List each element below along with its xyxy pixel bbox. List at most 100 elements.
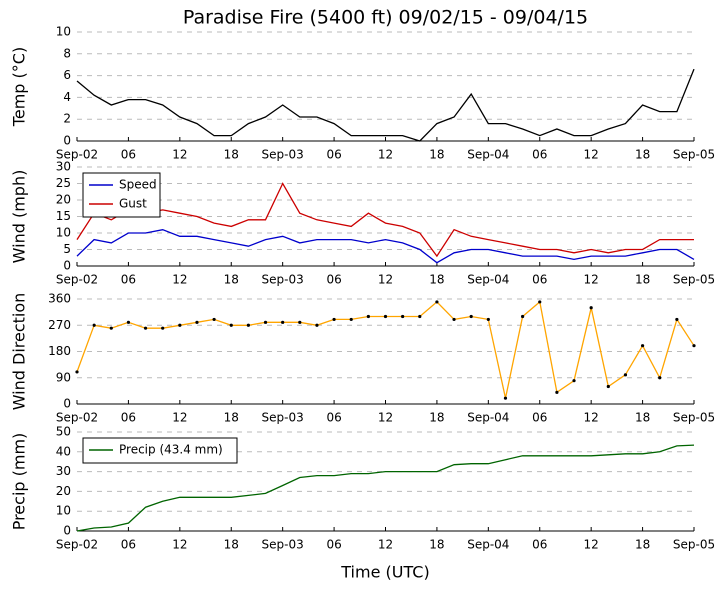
- x-tick-label: 12: [584, 148, 599, 162]
- data-point: [383, 314, 388, 319]
- data-point: [469, 314, 473, 319]
- x-tick-label: 12: [378, 273, 393, 287]
- x-tick-label: Sep-02: [56, 148, 98, 162]
- x-tick-label: 18: [635, 148, 650, 162]
- x-tick-label: 06: [121, 538, 136, 552]
- data-line: [76, 68, 695, 142]
- data-point: [692, 344, 696, 348]
- x-tick-label: 06: [121, 273, 136, 287]
- x-tick-label: 12: [378, 538, 393, 552]
- y-tick-label: 0: [63, 134, 71, 148]
- x-tick-label: Sep-03: [262, 273, 304, 287]
- data-point: [555, 390, 559, 394]
- y-axis-label: Wind Direction: [10, 293, 29, 411]
- y-tick-label: 180: [48, 344, 71, 358]
- data-point: [486, 317, 490, 322]
- x-tick-label: Sep-03: [262, 148, 304, 162]
- x-tick-label: Sep-04: [467, 538, 509, 552]
- y-tick-label: 90: [56, 370, 71, 384]
- x-tick-label: 06: [326, 538, 341, 552]
- x-tick-label: 06: [121, 148, 136, 162]
- data-point: [658, 376, 662, 380]
- x-tick-label: Sep-05: [673, 148, 715, 162]
- data-point: [623, 373, 628, 377]
- y-tick-label: 270: [48, 318, 71, 332]
- data-point: [229, 323, 233, 327]
- y-tick-label: 10: [56, 226, 71, 240]
- y-tick-label: 40: [56, 444, 71, 458]
- x-tick-label: 06: [326, 148, 341, 162]
- y-tick-label: 0: [63, 259, 71, 273]
- data-point: [161, 326, 165, 330]
- x-tick-label: Sep-04: [467, 148, 509, 162]
- y-tick-label: 20: [56, 193, 71, 207]
- x-tick-label: 06: [121, 411, 136, 425]
- x-tick-label: 12: [172, 148, 187, 162]
- x-tick-label: 06: [532, 273, 547, 287]
- y-tick-label: 20: [56, 484, 71, 498]
- y-tick-label: 4: [63, 90, 71, 104]
- x-tick-label: Sep-04: [467, 411, 509, 425]
- x-tick-label: 06: [532, 411, 547, 425]
- data-point: [349, 317, 353, 322]
- x-tick-label: Sep-02: [56, 273, 98, 287]
- x-tick-label: 12: [584, 538, 599, 552]
- x-tick-label: 06: [326, 273, 341, 287]
- x-tick-label: 12: [172, 538, 187, 552]
- x-tick-label: 18: [635, 538, 650, 552]
- data-point: [675, 317, 679, 322]
- data-point: [126, 320, 131, 324]
- data-point: [435, 300, 439, 304]
- data-point: [332, 317, 336, 322]
- x-tick-label: 12: [172, 273, 187, 287]
- data-point: [401, 314, 405, 319]
- x-tick-label: 18: [224, 538, 239, 552]
- data-point: [315, 323, 319, 327]
- y-tick-label: 30: [56, 160, 71, 174]
- x-tick-label: 06: [326, 411, 341, 425]
- y-tick-label: 30: [56, 464, 71, 478]
- y-tick-label: 2: [63, 112, 71, 126]
- x-tick-label: 12: [378, 148, 393, 162]
- data-point: [418, 314, 422, 319]
- x-tick-label: 12: [378, 411, 393, 425]
- data-point: [195, 320, 199, 324]
- x-tick-label: 18: [635, 273, 650, 287]
- data-point: [109, 326, 113, 330]
- x-tick-label: 18: [429, 273, 444, 287]
- x-tick-label: 18: [224, 411, 239, 425]
- x-tick-label: Sep-03: [262, 411, 304, 425]
- y-tick-label: 0: [63, 524, 71, 538]
- x-tick-label: 18: [635, 411, 650, 425]
- y-axis-label: Precip (mm): [10, 433, 29, 531]
- y-tick-label: 6: [63, 68, 71, 82]
- y-axis-label: Wind (mph): [10, 170, 29, 264]
- x-tick-label: 06: [532, 538, 547, 552]
- data-point: [143, 326, 148, 330]
- data-point: [503, 396, 508, 400]
- data-point: [92, 323, 96, 327]
- legend-label: Gust: [119, 197, 147, 211]
- data-point: [521, 314, 525, 319]
- x-tick-label: Sep-02: [56, 538, 98, 552]
- y-tick-label: 50: [56, 425, 71, 439]
- x-tick-label: Sep-02: [56, 411, 98, 425]
- x-tick-label: Sep-03: [262, 538, 304, 552]
- x-tick-label: 18: [224, 148, 239, 162]
- data-line: [76, 182, 694, 258]
- y-tick-label: 8: [63, 46, 71, 60]
- x-tick-label: Sep-05: [673, 411, 715, 425]
- y-axis-label: Temp (°C): [10, 47, 29, 127]
- legend-box: [82, 172, 161, 218]
- x-tick-label: 18: [429, 148, 444, 162]
- legend-label: Precip (43.4 mm): [119, 443, 223, 457]
- data-point: [75, 370, 79, 374]
- y-tick-label: 10: [56, 25, 71, 39]
- data-point: [640, 344, 645, 348]
- y-tick-label: 0: [63, 397, 71, 411]
- data-point: [606, 384, 610, 389]
- y-tick-label: 5: [63, 242, 71, 256]
- x-tick-label: 18: [429, 411, 444, 425]
- y-tick-label: 25: [56, 176, 71, 190]
